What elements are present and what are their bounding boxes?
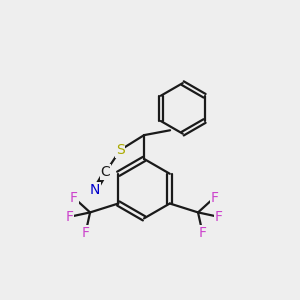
- Text: F: F: [210, 190, 218, 205]
- Text: S: S: [116, 143, 125, 157]
- Text: F: F: [65, 210, 73, 224]
- Text: F: F: [70, 190, 78, 205]
- Text: F: F: [82, 226, 90, 240]
- Text: N: N: [90, 183, 100, 197]
- Text: F: F: [215, 210, 223, 224]
- Text: C: C: [100, 165, 110, 179]
- Text: F: F: [199, 226, 206, 240]
